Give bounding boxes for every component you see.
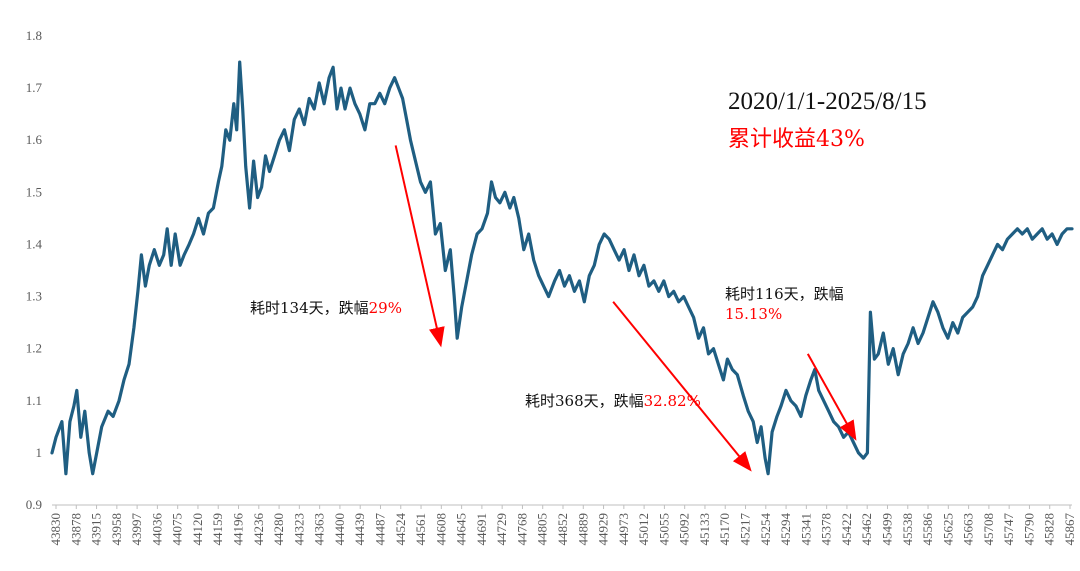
x-tick-label: 45422 <box>839 513 854 546</box>
y-tick-label: 1.8 <box>26 28 42 43</box>
x-tick-label: 45538 <box>900 513 915 546</box>
x-tick-label: 43878 <box>68 513 83 546</box>
y-tick-label: 1 <box>36 445 43 460</box>
x-tick-label: 44439 <box>352 513 367 546</box>
x-tick-label: 44973 <box>616 513 631 546</box>
x-tick-label: 45586 <box>920 513 935 546</box>
annotation-drawdown-1: 耗时134天，跌幅29% <box>250 297 402 318</box>
drawdown-3-arrow <box>806 353 857 441</box>
x-tick-label: 44889 <box>575 513 590 546</box>
x-tick-label: 45254 <box>758 513 773 546</box>
annotation-drawdown-3: 耗时116天，跌幅 15.13% <box>725 284 844 324</box>
x-tick-label: 45092 <box>677 513 692 546</box>
x-tick-label: 44400 <box>332 513 347 546</box>
y-tick-label: 1.2 <box>26 341 42 356</box>
annotation-text: 耗时116天，跌幅 <box>725 285 844 303</box>
x-tick-label: 44363 <box>312 513 327 546</box>
x-tick-label: 43915 <box>89 513 104 546</box>
annotation-drawdown-2: 耗时368天，跌幅32.82% <box>525 390 701 411</box>
x-tick-label: 45462 <box>859 513 874 546</box>
x-tick-label: 43997 <box>129 513 144 546</box>
x-tick-label: 44196 <box>231 513 246 546</box>
x-tick-label: 44729 <box>494 513 509 546</box>
x-tick-label: 44608 <box>433 513 448 546</box>
y-tick-label: 1.4 <box>26 236 43 251</box>
annotation-pct: 32.82% <box>643 392 701 410</box>
x-tick-label: 45378 <box>819 513 834 546</box>
series-group <box>50 60 1074 476</box>
x-tick-label: 44159 <box>210 513 225 546</box>
x-tick-label: 44805 <box>535 513 550 546</box>
x-tick-label: 44036 <box>149 513 164 546</box>
y-tick-label: 0.9 <box>26 497 42 512</box>
x-tick-label: 44645 <box>454 513 469 546</box>
x-tick-label: 45055 <box>656 513 671 546</box>
annotation-pct: 15.13% <box>725 305 783 323</box>
x-tick-label: 45625 <box>940 513 955 546</box>
series-line <box>50 60 1074 476</box>
x-tick-label: 44561 <box>413 513 428 546</box>
x-axis: 43830 43878 43915 43958 43997 44036 44075 44120… <box>48 504 1077 546</box>
x-tick-label: 44691 <box>474 513 489 546</box>
x-tick-label: 45012 <box>636 513 651 546</box>
x-tick-label: 44236 <box>251 513 266 546</box>
y-tick-label: 1.1 <box>26 393 42 408</box>
x-tick-label: 45341 <box>798 513 813 546</box>
y-tick-label: 1.7 <box>26 80 43 95</box>
drawdown-2-arrow <box>612 301 752 472</box>
y-tick-label: 1.3 <box>26 289 42 304</box>
x-tick-label: 45294 <box>778 513 793 546</box>
x-tick-label: 45217 <box>738 513 753 546</box>
chart-subtitle: 累计收益43% <box>728 127 865 152</box>
x-tick-label: 44768 <box>514 513 529 546</box>
annotation-text: 耗时134天，跌幅 <box>250 299 369 317</box>
x-tick-label: 45708 <box>981 513 996 546</box>
y-axis: 0.9 1 1.1 1.2 1.3 1.4 1.5 1.6 1.7 1.8 <box>26 28 43 512</box>
x-tick-label: 45133 <box>697 513 712 546</box>
annotation-pct: 29% <box>368 299 402 317</box>
x-tick-label: 44487 <box>372 513 387 546</box>
annotation-text: 耗时368天，跌幅 <box>525 392 644 410</box>
annotation-arrows <box>394 145 857 472</box>
x-tick-label: 44280 <box>271 513 286 546</box>
x-tick-label: 45790 <box>1021 513 1036 546</box>
x-tick-label: 44120 <box>190 513 205 546</box>
y-tick-label: 1.5 <box>26 184 42 199</box>
x-tick-label: 44075 <box>170 513 185 546</box>
x-tick-label: 45499 <box>879 513 894 546</box>
x-tick-label: 45867 <box>1062 513 1077 546</box>
x-tick-label: 43830 <box>48 513 63 546</box>
x-tick-label: 45170 <box>717 513 732 546</box>
x-tick-label: 44929 <box>596 513 611 546</box>
x-tick-label: 45828 <box>1042 513 1057 546</box>
chart-title: 2020/1/1-2025/8/15 <box>728 88 927 115</box>
x-tick-label: 44323 <box>291 513 306 546</box>
x-tick-label: 44524 <box>393 513 408 546</box>
y-tick-label: 1.6 <box>26 132 43 147</box>
x-tick-label: 45663 <box>961 513 976 546</box>
drawdown-1-arrow <box>394 145 445 348</box>
x-tick-label: 45747 <box>1001 512 1016 545</box>
x-tick-label: 44852 <box>555 513 570 546</box>
x-tick-label: 43958 <box>109 513 124 546</box>
